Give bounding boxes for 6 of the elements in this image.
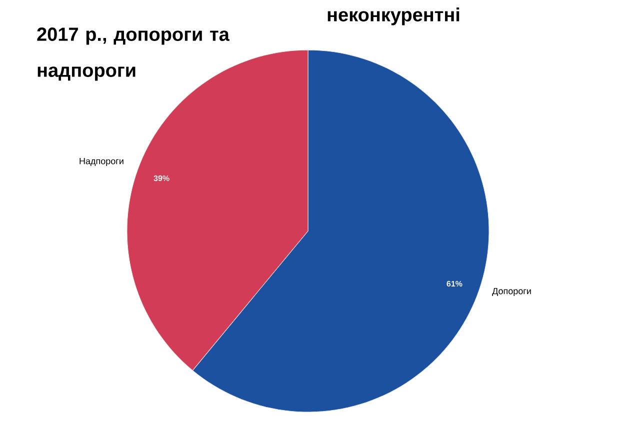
data-label: 39% xyxy=(154,175,170,182)
chart-subtitle: неконкурентні xyxy=(328,8,460,26)
slice-label: Допороги xyxy=(492,288,531,296)
chart-title: 2017 р., допороги та надпороги xyxy=(37,28,230,81)
slice-label: Надпороги xyxy=(80,158,124,166)
data-label: 61% xyxy=(446,280,462,287)
